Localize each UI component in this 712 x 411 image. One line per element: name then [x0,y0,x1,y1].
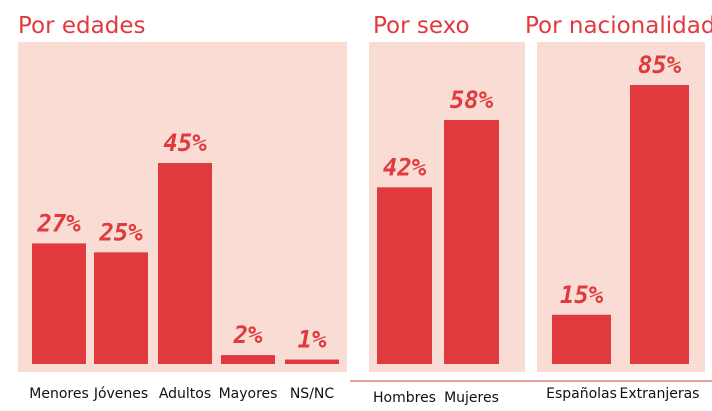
x-tick-label: Mayores [219,386,278,402]
bar [221,355,275,364]
x-tick-label: Jóvenes [93,386,148,402]
bar [630,85,689,364]
bar [377,187,432,364]
bar [285,359,339,364]
chart-title: Por edades [18,13,145,39]
value-label: 2% [233,321,263,349]
x-tick-label: NS/NC [290,386,335,402]
chart-title: Por nacionalidad [525,13,712,39]
bar [94,252,148,364]
value-label: 1% [298,326,327,354]
value-label: 25% [98,218,143,246]
value-label: 58% [450,86,494,114]
value-label: 45% [163,129,207,157]
bar [32,243,86,364]
x-tick-label: Mujeres [444,390,499,406]
x-tick-label: Menores [29,386,89,402]
x-tick-label: Adultos [159,386,211,402]
value-label: 15% [560,281,604,309]
bar [444,120,499,364]
bar [158,163,212,364]
bar [552,314,611,364]
x-tick-label: Españolas [546,386,617,402]
x-tick-label: Extranjeras [620,386,700,402]
chart-title: Por sexo [373,13,470,39]
value-label: 85% [638,51,682,79]
value-label: 27% [36,209,81,237]
value-label: 42% [383,153,427,181]
x-tick-label: Hombres [373,390,436,406]
